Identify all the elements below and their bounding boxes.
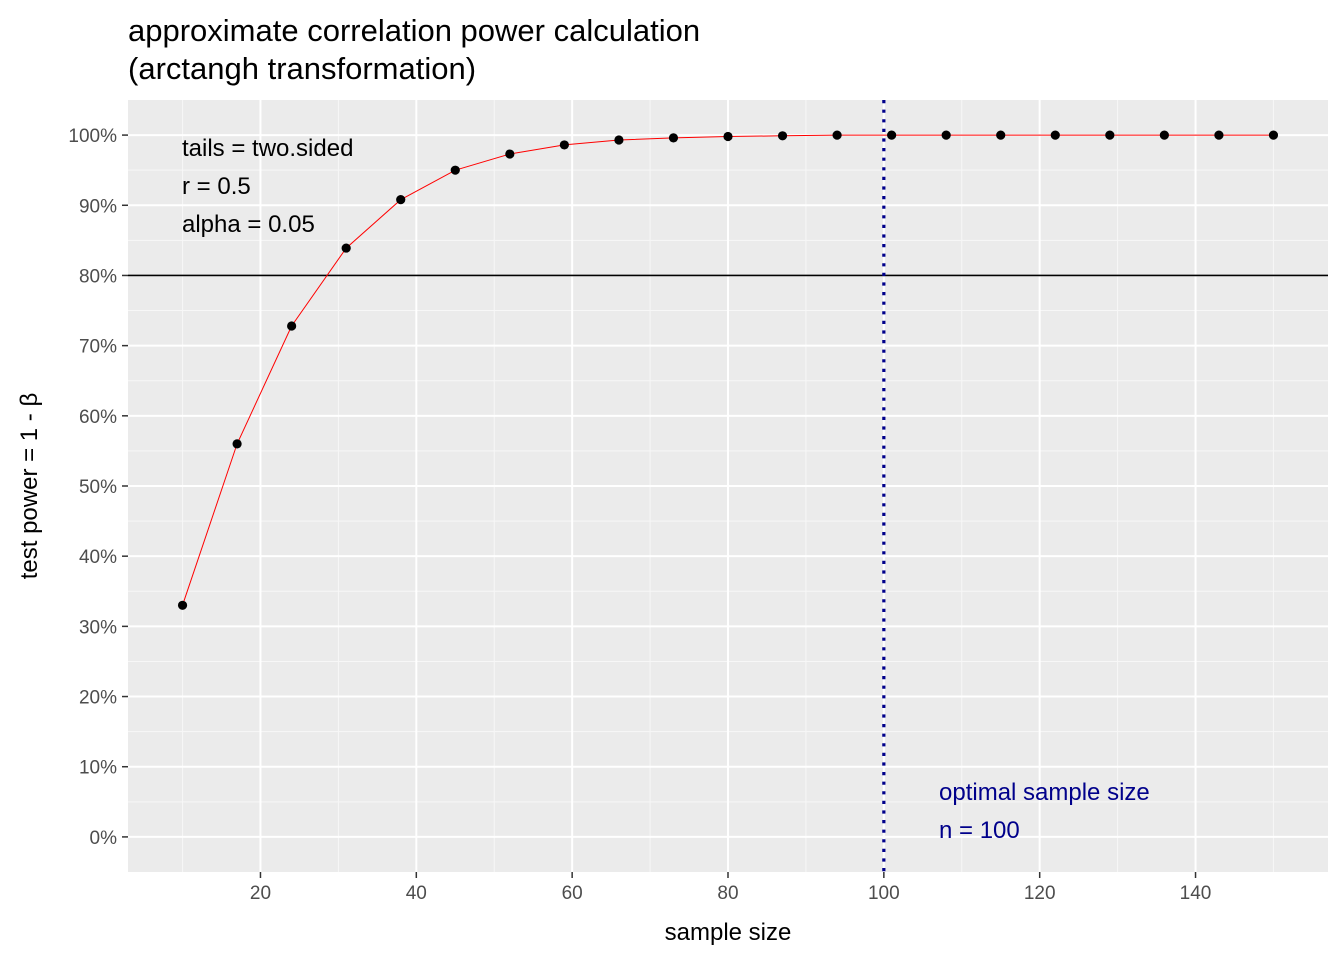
chart-subtitle: (arctangh transformation) xyxy=(128,51,476,86)
x-tick-label: 60 xyxy=(562,883,583,904)
x-axis-title: sample size xyxy=(665,919,792,946)
data-point xyxy=(1050,130,1060,140)
data-point xyxy=(1268,130,1279,140)
data-point xyxy=(177,600,188,610)
y-tick-label: 70% xyxy=(79,337,117,358)
annotations-layer: tails = two.sided r = 0.5 alpha = 0.05 opti… xyxy=(182,135,1150,844)
data-point xyxy=(396,195,406,205)
optimal-size-annotation: n = 100 xyxy=(939,817,1020,844)
parameter-annotation: alpha = 0.05 xyxy=(182,211,315,238)
data-point xyxy=(450,165,460,175)
data-point xyxy=(668,133,679,143)
y-axis: 0% 10% 20% 30% 40% 50% 60% 70% 80% 90% 100% xyxy=(68,126,128,849)
series-layer xyxy=(177,130,1279,610)
y-tick-label: 30% xyxy=(79,617,117,638)
data-point xyxy=(887,130,897,140)
data-point xyxy=(723,131,733,142)
reference-lines xyxy=(128,100,1328,872)
optimal-size-annotation: optimal sample size xyxy=(939,779,1150,806)
x-tick-label: 20 xyxy=(250,883,271,904)
y-tick-label: 60% xyxy=(79,407,117,428)
data-point xyxy=(941,130,951,140)
x-tick-label: 140 xyxy=(1180,883,1212,904)
x-tick-label: 80 xyxy=(717,883,738,904)
y-tick-label: 90% xyxy=(79,196,117,217)
y-tick-label: 0% xyxy=(90,828,118,849)
y-tick-label: 50% xyxy=(79,477,117,498)
y-tick-label: 80% xyxy=(79,266,117,287)
x-tick-label: 40 xyxy=(406,883,427,904)
y-tick-label: 20% xyxy=(79,688,117,709)
parameter-annotation: r = 0.5 xyxy=(182,173,251,200)
data-point xyxy=(832,130,842,140)
data-point xyxy=(559,140,569,150)
y-tick-label: 10% xyxy=(79,758,117,779)
data-point xyxy=(287,321,297,331)
data-point xyxy=(614,135,624,145)
x-tick-label: 100 xyxy=(868,883,900,904)
x-tick-label: 120 xyxy=(1024,883,1056,904)
data-point xyxy=(1159,130,1169,140)
data-point xyxy=(1105,130,1115,140)
data-point xyxy=(1214,130,1224,140)
chart-title: approximate correlation power calculatio… xyxy=(128,13,700,48)
y-tick-label: 100% xyxy=(68,126,117,147)
y-axis-title: test power = 1 - β xyxy=(16,393,43,580)
x-axis: 20 40 60 80 100 120 140 xyxy=(250,872,1211,904)
data-point xyxy=(232,439,242,449)
data-point xyxy=(341,243,351,253)
data-point xyxy=(505,149,515,159)
parameter-annotation: tails = two.sided xyxy=(182,135,353,162)
data-point xyxy=(996,130,1006,140)
y-tick-label: 40% xyxy=(79,547,117,568)
data-point xyxy=(777,131,788,141)
